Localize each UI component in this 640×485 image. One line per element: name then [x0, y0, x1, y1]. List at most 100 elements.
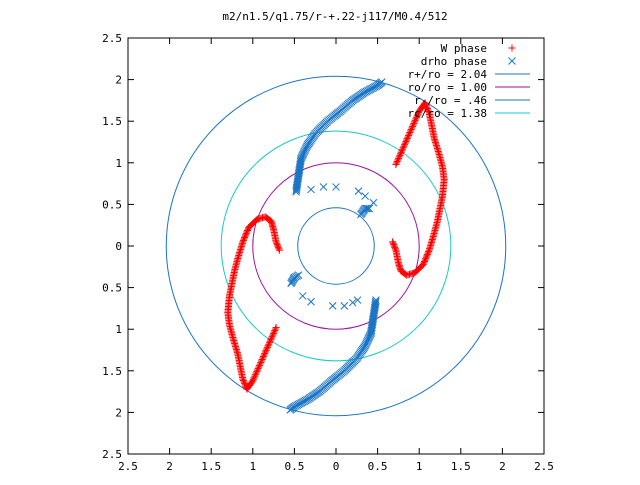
data-point	[365, 204, 374, 213]
data-point	[272, 324, 280, 332]
data-point	[389, 238, 397, 246]
y-tick-label: 0.5	[102, 198, 122, 211]
y-tick-label: 2	[115, 406, 122, 419]
data-point	[340, 302, 349, 310]
marker-stroke	[332, 183, 340, 191]
series-arm	[357, 204, 374, 219]
legend-marker	[508, 44, 516, 52]
data-point	[307, 185, 315, 194]
data-point	[268, 333, 276, 341]
data-point	[403, 135, 411, 143]
data-point	[409, 122, 417, 130]
legend-label: rc/ro = 1.38	[408, 107, 487, 120]
data-point	[269, 331, 277, 339]
marker-stroke	[307, 185, 315, 194]
data-point	[422, 100, 430, 108]
marker-stroke	[362, 204, 371, 213]
x-tick-label: 2.5	[534, 460, 554, 473]
data-point	[271, 325, 279, 333]
data-point	[275, 245, 283, 253]
data-point	[251, 372, 259, 380]
y-tick-label: 2	[115, 74, 122, 87]
data-point	[369, 198, 378, 207]
data-point	[332, 183, 340, 191]
data-point	[307, 297, 315, 306]
data-point	[393, 159, 401, 167]
marker-stroke	[307, 297, 315, 306]
data-point	[424, 106, 432, 114]
data-point	[298, 292, 307, 300]
data-point	[395, 153, 403, 161]
y-tick-label: 1.5	[102, 115, 122, 128]
data-point	[377, 78, 386, 86]
data-point	[286, 406, 295, 414]
axes: 2.5 2 1.5 1 0.5 0 0.5 1 1.5 2 2.52.521.510.500.511…	[102, 32, 554, 473]
legend-label: W phase	[441, 42, 487, 55]
data-point	[412, 115, 420, 123]
x-tick-label: 1.5	[451, 460, 471, 473]
legend-label: ro/ro = 1.00	[408, 81, 487, 94]
marker-stroke	[319, 183, 328, 191]
data-point	[403, 136, 411, 144]
marker-stroke	[367, 327, 376, 336]
data-point	[260, 351, 268, 359]
data-point	[389, 239, 397, 247]
data-point	[407, 125, 415, 133]
series-arm	[389, 99, 448, 279]
data-point	[241, 381, 249, 389]
data-point	[266, 337, 274, 345]
data-point	[275, 246, 283, 254]
marker-stroke	[369, 198, 378, 207]
data-point	[253, 368, 261, 376]
data-point	[252, 369, 260, 377]
marker-stroke	[340, 302, 349, 310]
data-point	[262, 346, 270, 354]
data-point	[404, 133, 412, 141]
legend-label: r+/ro = 2.04	[408, 68, 488, 81]
data-point	[256, 360, 264, 368]
data-point	[255, 362, 263, 370]
data-point	[399, 145, 407, 153]
data-point	[367, 326, 376, 335]
series-arm	[224, 213, 283, 393]
data-point	[423, 105, 431, 113]
data-point	[413, 112, 421, 120]
reference-circles	[165, 75, 507, 417]
data-point	[399, 144, 407, 152]
marker-stroke	[361, 192, 369, 200]
data-point	[259, 352, 267, 360]
data-point	[397, 148, 405, 156]
data-point	[401, 141, 409, 149]
marker-stroke	[353, 296, 362, 304]
data-point	[394, 156, 402, 164]
data-point	[261, 349, 269, 357]
data-point	[361, 192, 369, 200]
data-point	[254, 365, 262, 373]
data-point	[354, 187, 363, 195]
data-point	[264, 342, 272, 350]
data-point	[407, 127, 415, 135]
data-point	[253, 366, 261, 374]
data-point	[251, 371, 259, 379]
circle-3	[220, 130, 452, 362]
data-point	[270, 328, 278, 336]
y-tick-label: 1	[115, 157, 122, 170]
y-tick-label: 1	[115, 323, 122, 336]
marker-stroke	[354, 187, 363, 195]
data-point	[423, 103, 431, 111]
data-point	[405, 130, 413, 138]
data-point	[263, 343, 271, 351]
x-tick-label: 1.5	[201, 460, 221, 473]
x-tick-label: 0	[333, 460, 340, 473]
marker-stroke	[377, 78, 386, 86]
circle-0	[165, 75, 507, 417]
data-series	[224, 78, 448, 414]
y-tick-label: 2.5	[102, 32, 122, 45]
marker-stroke	[286, 406, 295, 414]
x-tick-label: 1	[416, 460, 423, 473]
marker-stroke	[294, 271, 303, 279]
chart-title: m2/n1.5/q1.75/r-+.22-j117/M0.4/512	[222, 10, 447, 23]
